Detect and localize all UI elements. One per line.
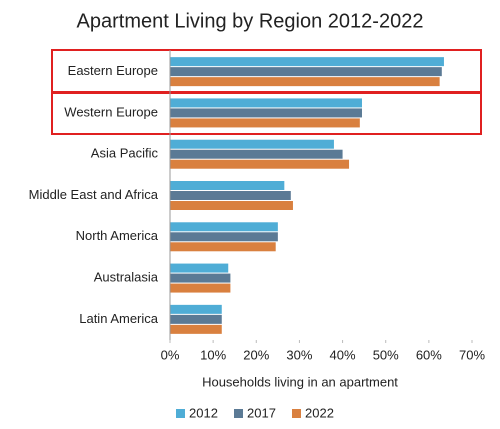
bar xyxy=(170,283,231,293)
bar xyxy=(170,67,442,77)
x-tick-label: 30% xyxy=(286,347,312,362)
x-tick-label: 10% xyxy=(200,347,226,362)
y-tick-label: Middle East and Africa xyxy=(29,187,159,202)
legend-swatch xyxy=(292,409,301,418)
y-tick-label: Western Europe xyxy=(64,104,158,119)
x-tick-label: 0% xyxy=(161,347,180,362)
bar xyxy=(170,304,222,314)
bar xyxy=(170,149,343,159)
bar xyxy=(170,98,362,108)
bar xyxy=(170,191,291,200)
bar xyxy=(170,273,231,283)
x-tick-label: 70% xyxy=(459,347,485,362)
bar xyxy=(170,139,334,149)
bar xyxy=(170,159,350,169)
bar xyxy=(170,242,276,252)
bar xyxy=(170,314,222,324)
x-tick-label: 20% xyxy=(243,347,269,362)
highlight-box xyxy=(51,92,482,135)
bar xyxy=(170,108,362,118)
y-tick-label: Australasia xyxy=(94,270,159,285)
bar xyxy=(170,324,222,334)
bar xyxy=(170,232,278,242)
chart-title: Apartment Living by Region 2012-2022 xyxy=(77,10,424,32)
y-tick-label: Eastern Europe xyxy=(68,63,158,78)
y-tick-label: Asia Pacific xyxy=(91,146,159,161)
y-tick-label: North America xyxy=(76,228,159,243)
legend-swatch xyxy=(234,409,243,418)
bar xyxy=(170,57,444,67)
bar xyxy=(170,263,229,273)
bar xyxy=(170,77,440,87)
bar xyxy=(170,201,293,210)
legend-label: 2012 xyxy=(189,405,218,420)
legend-label: 2017 xyxy=(247,405,276,420)
x-tick-label: 50% xyxy=(373,347,399,362)
y-tick-label: Latin America xyxy=(79,311,159,326)
bar xyxy=(170,118,360,128)
x-axis-label: Households living in an apartment xyxy=(202,374,398,389)
x-tick-label: 60% xyxy=(416,347,442,362)
bar xyxy=(170,181,285,190)
legend-label: 2022 xyxy=(305,405,334,420)
bar xyxy=(170,222,278,232)
x-tick-label: 40% xyxy=(330,347,356,362)
legend-swatch xyxy=(176,409,185,418)
